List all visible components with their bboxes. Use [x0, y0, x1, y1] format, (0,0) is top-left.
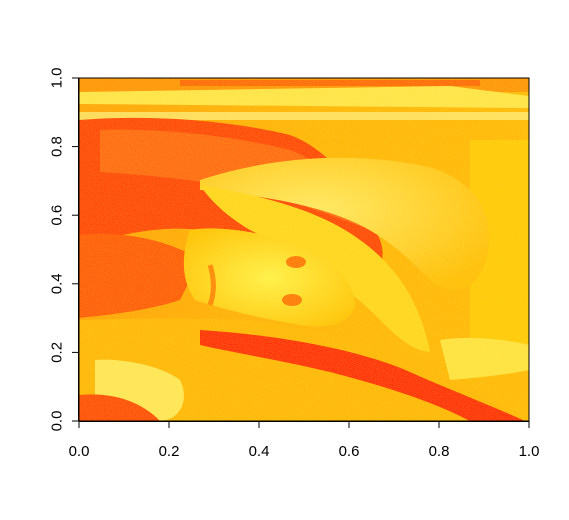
x-axis: 0.0 0.2 0.4 0.6 0.8 1.0 [69, 421, 540, 460]
y-tick-label: 1.0 [48, 68, 65, 89]
x-tick-label: 0.0 [69, 443, 90, 460]
y-tick-label: 0.4 [48, 273, 65, 294]
heatmap-raster [79, 78, 529, 421]
y-tick-label: 0.2 [48, 342, 65, 363]
x-tick-label: 0.4 [249, 443, 270, 460]
x-tick-label: 0.8 [429, 443, 450, 460]
y-tick-label: 0.6 [48, 205, 65, 226]
y-tick-label: 0.0 [48, 411, 65, 432]
x-tick-label: 0.2 [159, 443, 180, 460]
y-axis: 0.0 0.2 0.4 0.6 0.8 1.0 [48, 68, 79, 432]
y-tick-label: 0.8 [48, 136, 65, 157]
raster-grain [79, 78, 529, 421]
x-tick-label: 1.0 [519, 443, 540, 460]
x-tick-label: 0.6 [339, 443, 360, 460]
